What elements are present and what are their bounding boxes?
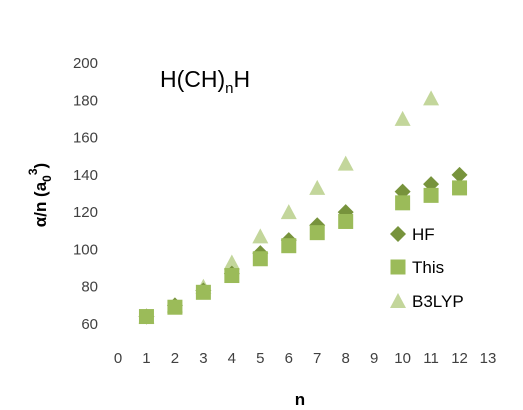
- b3lyp-data-point: [280, 204, 297, 220]
- this-data-point: [423, 187, 439, 203]
- y-tick-label: 200: [73, 55, 98, 72]
- x-tick-label: 13: [480, 350, 497, 367]
- legend-marker-diamond: [390, 226, 406, 242]
- this-data-point: [452, 180, 468, 196]
- legend-item-b3lyp: B3LYP: [390, 292, 464, 311]
- data-points: [138, 90, 468, 325]
- b3lyp-data-point: [223, 254, 240, 270]
- x-axis-tick-labels: 0 1 2 3 4 5 6 7 8 9 10 11 12 13: [114, 350, 497, 367]
- legend-label: HF: [412, 225, 435, 244]
- b3lyp-data-point: [252, 228, 269, 244]
- legend: HF This B3LYP: [390, 225, 464, 311]
- y-tick-label: 140: [73, 167, 98, 184]
- y-axis-title: α/n (a03): [26, 163, 54, 227]
- this-data-point: [309, 225, 325, 241]
- legend-item-this: This: [390, 258, 444, 277]
- legend-label: This: [412, 258, 444, 277]
- this-data-point: [138, 309, 154, 325]
- this-data-point: [395, 195, 411, 211]
- y-tick-label: 80: [81, 279, 98, 296]
- legend-marker-square: [390, 259, 406, 275]
- x-tick-label: 8: [342, 350, 350, 367]
- this-data-point: [167, 299, 183, 315]
- b3lyp-data-point: [423, 90, 440, 106]
- y-tick-label: 160: [73, 130, 98, 147]
- y-tick-label: 100: [73, 241, 98, 258]
- this-data-point: [281, 238, 297, 254]
- y-tick-label: 60: [81, 316, 98, 333]
- x-tick-label: 12: [451, 350, 468, 367]
- b3lyp-data-point: [337, 155, 354, 171]
- y-tick-label: 120: [73, 204, 98, 221]
- x-tick-label: 0: [114, 350, 122, 367]
- this-data-point: [252, 251, 268, 267]
- y-axis-tick-labels: 60 80 100 120 140 160 180 200: [73, 55, 98, 333]
- chart-title: H(CH)nH: [160, 66, 250, 97]
- this-data-point: [224, 268, 240, 284]
- x-tick-label: 9: [370, 350, 378, 367]
- x-axis-title: n: [295, 390, 305, 409]
- legend-marker-triangle: [390, 293, 406, 308]
- b3lyp-data-point: [309, 179, 326, 195]
- x-tick-label: 11: [423, 350, 439, 367]
- y-tick-label: 180: [73, 92, 98, 109]
- x-tick-label: 2: [171, 350, 179, 367]
- b3lyp-data-point: [394, 110, 411, 126]
- x-tick-label: 1: [142, 350, 150, 367]
- x-tick-label: 6: [285, 350, 293, 367]
- this-data-point: [195, 284, 211, 300]
- x-tick-label: 3: [199, 350, 207, 367]
- hf-data-point: [451, 166, 468, 183]
- legend-item-hf: HF: [390, 225, 435, 244]
- x-tick-label: 10: [394, 350, 411, 367]
- this-data-point: [338, 213, 354, 229]
- x-tick-label: 5: [256, 350, 264, 367]
- x-tick-label: 4: [228, 350, 236, 367]
- legend-label: B3LYP: [412, 292, 464, 311]
- x-tick-label: 7: [313, 350, 321, 367]
